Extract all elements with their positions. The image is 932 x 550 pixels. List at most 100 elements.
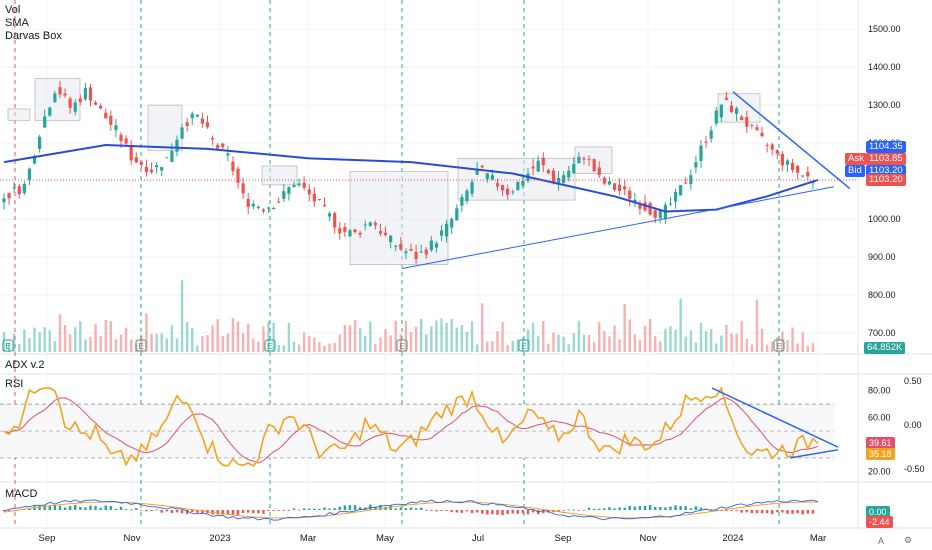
pane-title-macd[interactable]: MACD	[5, 488, 38, 500]
time-tick-label: Sep	[555, 533, 572, 544]
candle-body	[170, 151, 174, 162]
earnings-marker-label: E	[138, 342, 143, 351]
macd-histogram-bar	[654, 507, 657, 510]
macd-histogram-bar	[221, 510, 224, 515]
candle-body	[190, 113, 194, 119]
ask-price-tag: 1103.85	[866, 153, 906, 165]
macd-histogram-bar	[557, 510, 560, 513]
candle-body	[694, 162, 698, 168]
macd-histogram-bar	[267, 510, 270, 511]
volume-bar	[786, 339, 789, 352]
candle-body	[582, 158, 586, 160]
candle-body	[292, 185, 296, 188]
volume-bar	[63, 325, 67, 352]
candle-body	[592, 159, 596, 172]
legend-vol[interactable]: Vol	[5, 4, 21, 16]
volume-bar	[776, 337, 779, 352]
price-tick-label: 1000.00	[868, 214, 901, 224]
volume-bar	[257, 341, 260, 352]
volume-bar	[33, 327, 36, 352]
candle-body	[246, 199, 250, 207]
candle-body	[297, 183, 301, 186]
volume-bar	[124, 327, 128, 352]
macd-histogram-bar	[175, 510, 179, 513]
volume-bar	[109, 321, 113, 352]
candle-body	[322, 204, 327, 206]
macd-histogram-bar	[419, 507, 423, 510]
price-tick-label: 1300.00	[868, 100, 901, 110]
macd-histogram-bar	[735, 510, 738, 511]
macd-histogram-bar	[165, 510, 168, 512]
volume-bar	[730, 333, 733, 352]
candle-body	[99, 105, 103, 109]
price-tick-label: 900.00	[868, 252, 896, 262]
darvas-box	[261, 165, 298, 186]
macd-histogram-bar	[89, 505, 92, 510]
price-tick-label: 1400.00	[868, 62, 901, 72]
macd-histogram-bar	[338, 506, 341, 510]
macd-histogram-bar	[455, 510, 458, 513]
candle-body	[612, 183, 617, 190]
candle-body	[261, 209, 266, 212]
candle-body	[780, 153, 784, 166]
candle-body	[195, 114, 199, 117]
macd-histogram-bar	[226, 510, 230, 514]
macd-histogram-bar	[287, 510, 291, 511]
volume-bar	[241, 332, 245, 352]
candle-body	[714, 110, 718, 124]
macd-histogram-bar	[394, 508, 397, 510]
volume-bar	[582, 334, 586, 352]
candle-body	[587, 158, 591, 160]
macd-histogram-bar	[501, 510, 504, 516]
volume-bar	[99, 336, 102, 352]
rsi-resistance-trendline	[711, 387, 839, 448]
macd-histogram-bar	[511, 510, 514, 514]
candle-body	[434, 243, 439, 248]
volume-bar	[170, 325, 174, 352]
volume-bar	[287, 322, 291, 352]
volume-bar	[526, 329, 530, 352]
macd-histogram-bar	[648, 505, 652, 510]
candle-body	[673, 191, 678, 202]
candle-body	[389, 235, 393, 243]
candle-body	[536, 160, 540, 172]
ask-label: Ask	[845, 153, 867, 165]
candle-body	[404, 251, 408, 254]
macd-tag-a: 0.00	[866, 506, 890, 518]
volume-bar	[633, 334, 637, 352]
macd-histogram-bar	[791, 510, 794, 514]
volume-bar	[491, 341, 494, 352]
volume-bar	[664, 328, 667, 352]
volume-bar	[185, 321, 189, 352]
macd-histogram-bar	[384, 506, 387, 510]
candle-body	[241, 183, 245, 194]
auto-scale-button[interactable]: A	[878, 536, 885, 546]
pane-title-rsi[interactable]: RSI	[5, 378, 24, 390]
candle-body	[333, 213, 337, 228]
macd-histogram-bar	[180, 510, 184, 514]
macd-histogram-bar	[257, 510, 260, 514]
volume-bar	[709, 328, 713, 352]
candle-body	[719, 104, 723, 118]
legend-sma[interactable]: SMA	[5, 17, 29, 29]
candle-body	[567, 170, 571, 178]
volume-bar	[58, 314, 62, 352]
candle-body	[83, 88, 87, 100]
candle-body	[607, 181, 612, 185]
earnings-marker	[264, 339, 276, 352]
macd-histogram-bar	[781, 510, 784, 513]
macd-histogram-bar	[765, 510, 769, 514]
macd-histogram-bar	[659, 507, 662, 510]
macd-histogram-bar	[114, 508, 118, 510]
settings-icon[interactable]: ⚙	[904, 535, 913, 545]
earnings-marker-label: E	[267, 342, 272, 351]
earnings-marker	[396, 339, 408, 352]
candle-body	[149, 169, 154, 173]
volume-bar	[221, 335, 224, 352]
candle-body	[68, 98, 72, 108]
pane-title-adx[interactable]: ADX v.2	[5, 359, 45, 371]
volume-bar	[414, 327, 418, 352]
candle-body	[506, 188, 510, 195]
legend-darvas[interactable]: Darvas Box	[5, 30, 62, 42]
